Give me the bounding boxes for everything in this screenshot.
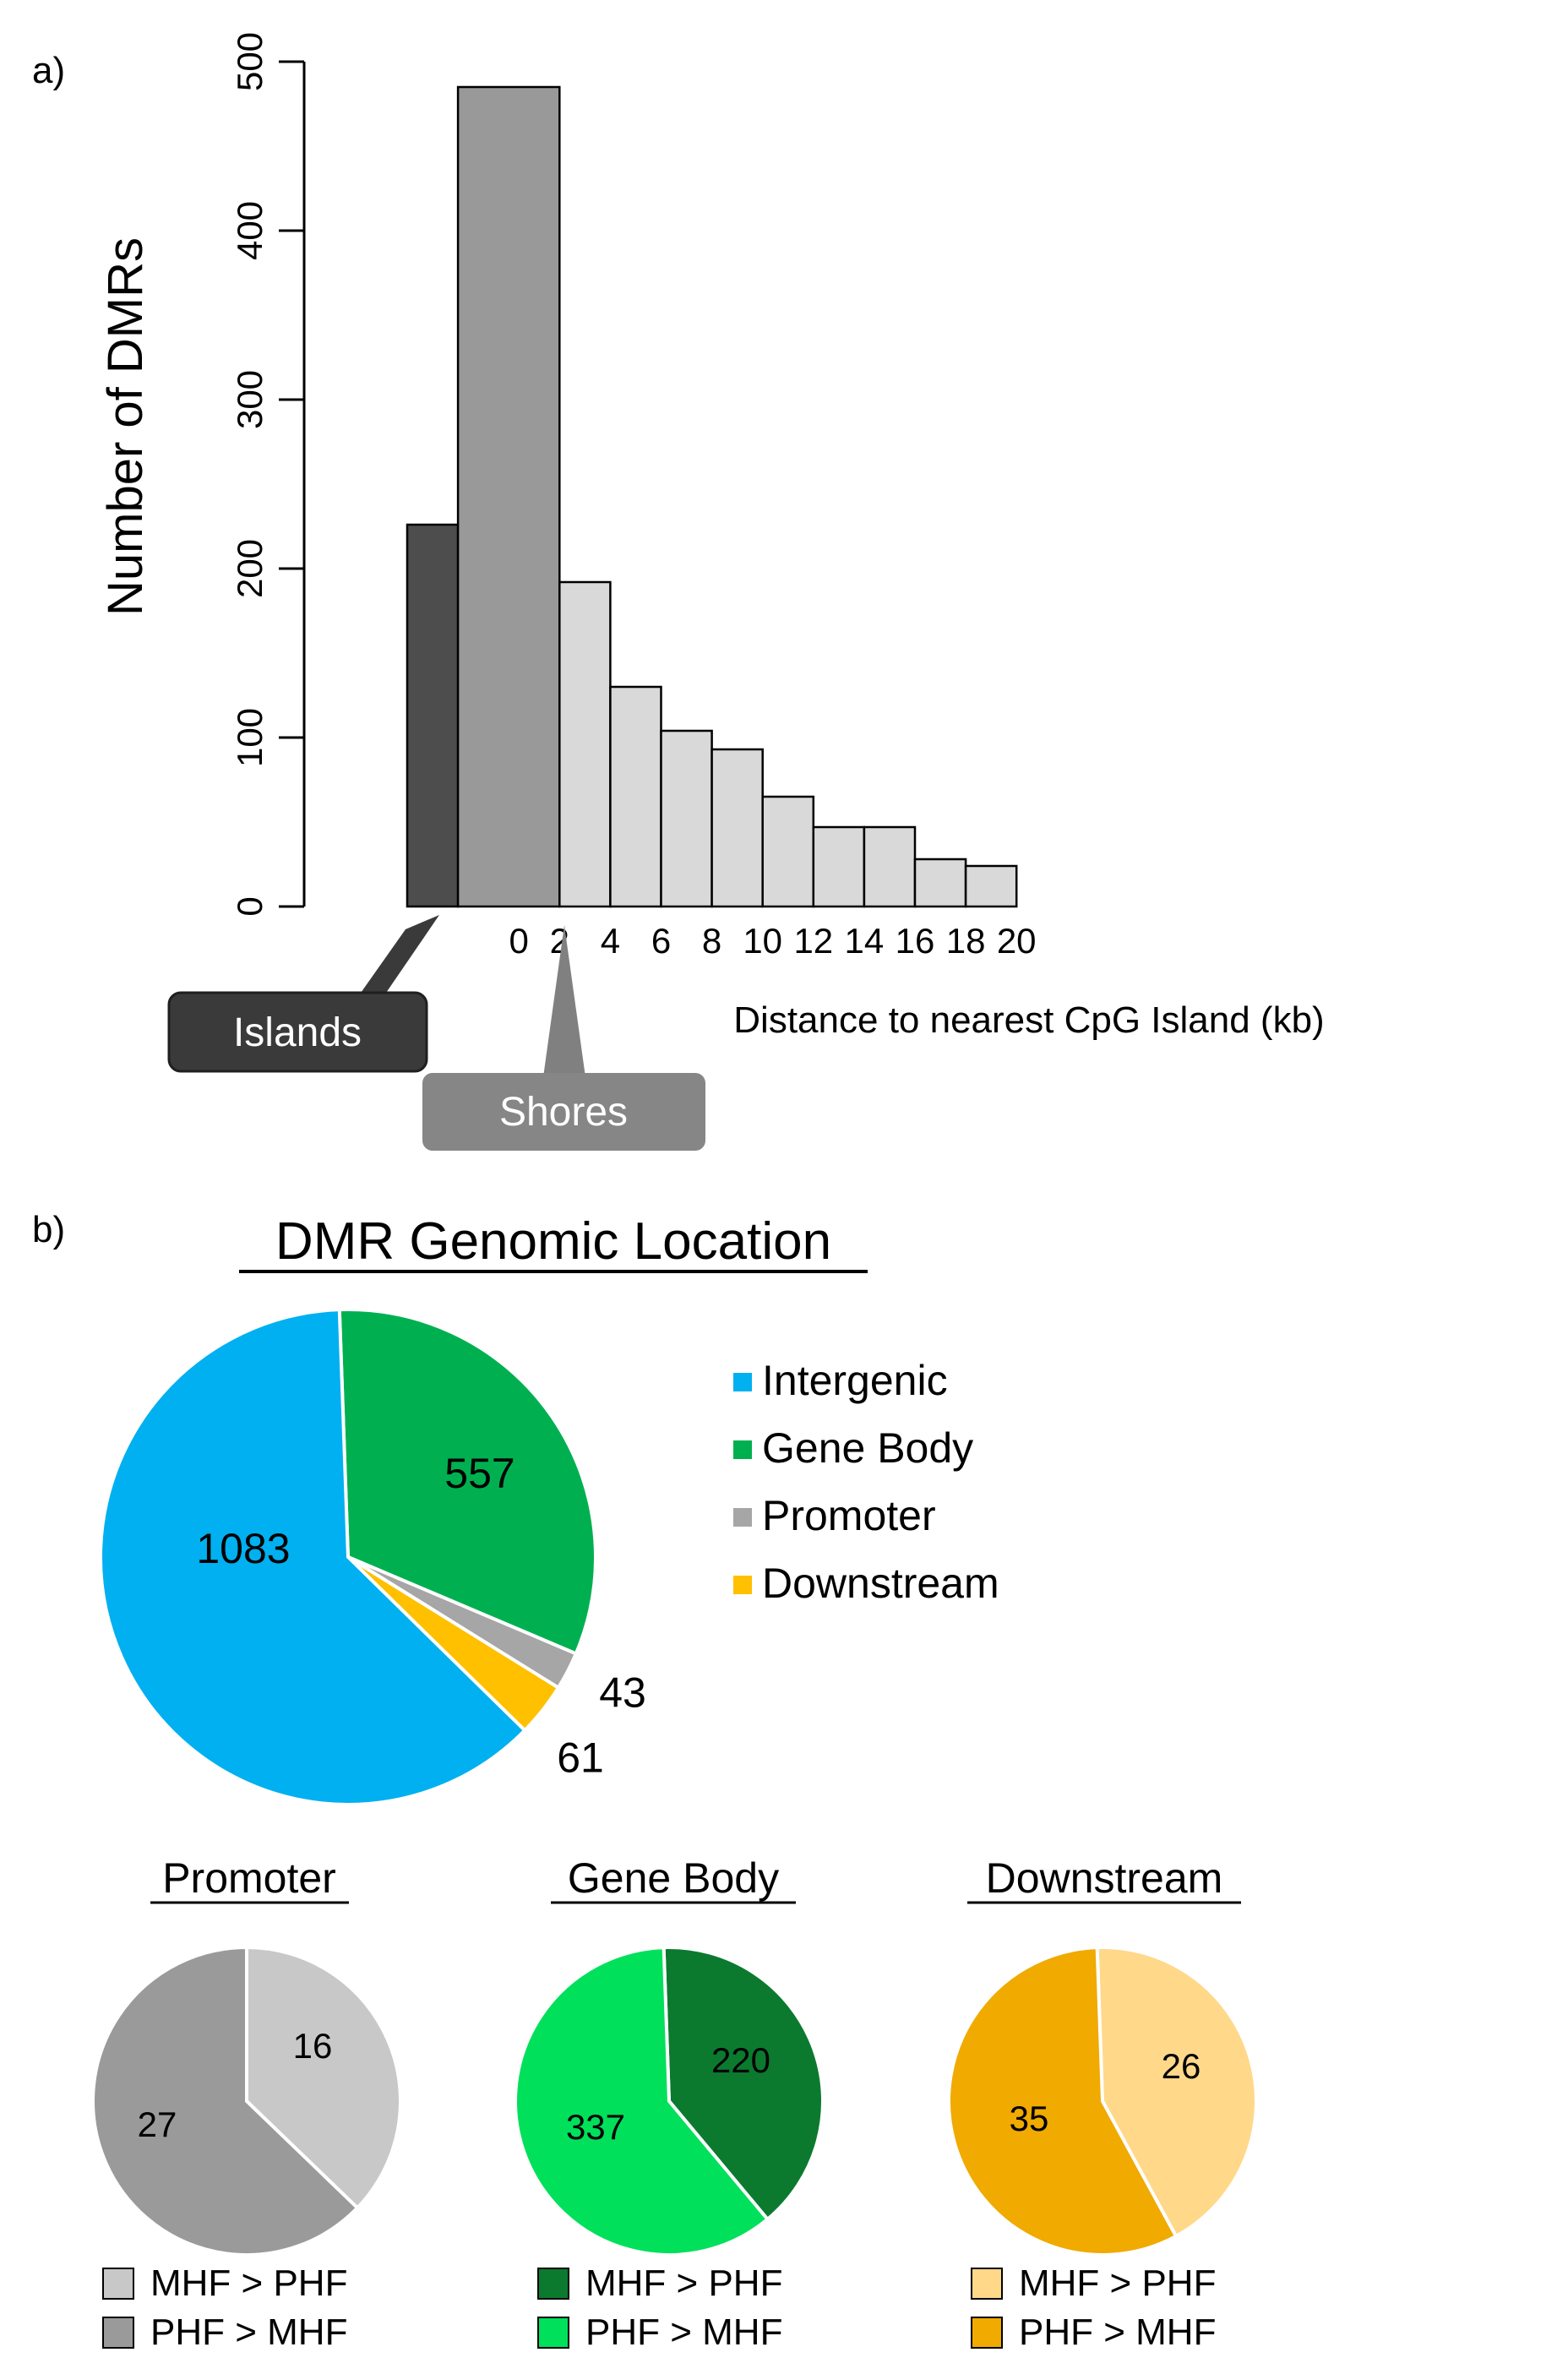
main-pie: 557 43 61 1083	[99, 1308, 646, 1806]
panel-label-a: a)	[32, 50, 65, 91]
y-tick-label: 200	[230, 539, 270, 598]
downstream-pie-value-label: 26	[1162, 2046, 1201, 2086]
histogram-bar-other	[913, 858, 967, 908]
downstream-legend-swatch-mhf	[971, 2268, 1003, 2300]
panel-b-pies: b) DMR Genomic Location 557 43 61 1083 Inte…	[32, 1209, 1258, 2353]
shores-callout-label: Shores	[499, 1090, 628, 1135]
x-tick-label: 4	[601, 921, 620, 961]
main-pie-title: DMR Genomic Location	[275, 1212, 831, 1271]
y-axis-title: Number of DMRs	[98, 237, 153, 616]
downstream-pie: 26 35	[947, 1946, 1258, 2257]
gene-body-pie-value-label: 220	[711, 2040, 770, 2080]
histogram-bar-shores	[456, 85, 561, 908]
histogram-bar-other	[660, 729, 713, 908]
promoter-pie-value-label: 27	[138, 2104, 177, 2144]
legend-label-gene-body: Gene Body	[762, 1424, 973, 1472]
downstream-pie-title: Downstream	[986, 1854, 1223, 1902]
histogram-bar-other	[964, 864, 1018, 908]
x-tick-label: 14	[845, 921, 885, 961]
gene-body-legend-swatch-mhf	[537, 2268, 569, 2300]
y-tick-label: 400	[230, 201, 270, 260]
main-pie-value-label: 61	[557, 1734, 604, 1782]
x-tick-label: 18	[946, 921, 986, 961]
histogram-bar-other	[609, 685, 662, 908]
main-pie-value-label: 43	[599, 1669, 646, 1717]
x-tick-label: 16	[896, 921, 935, 961]
histogram-bar-other	[761, 795, 815, 908]
main-pie-value-label: 1083	[196, 1525, 290, 1572]
shores-callout: Shores	[422, 925, 705, 1151]
gene-body-pie-value-label: 337	[566, 2107, 625, 2147]
promoter-legend-swatch-mhf	[102, 2268, 134, 2300]
x-tick-label: 6	[651, 921, 671, 961]
downstream-legend: MHF > PHF PHF > MHF	[971, 2262, 1216, 2353]
x-tick-label: 8	[702, 921, 721, 961]
gene-body-pie-slice-mhf-phf	[662, 1946, 825, 2222]
gene-body-legend-swatch-phf	[537, 2317, 569, 2349]
gene-body-legend: MHF > PHF PHF > MHF	[537, 2262, 782, 2353]
gene-body-legend-label-phf: PHF > MHF	[585, 2311, 782, 2353]
y-tick-label: 300	[230, 370, 270, 429]
legend-swatch-promoter	[733, 1508, 752, 1527]
x-axis-title: Distance to nearest CpG Island (kb)	[733, 999, 1324, 1041]
histogram-bar-islands	[406, 523, 460, 908]
promoter-pie-title: Promoter	[162, 1854, 336, 1902]
panel-label-b: b)	[32, 1209, 65, 1250]
islands-callout-label: Islands	[233, 1010, 362, 1055]
legend-swatch-downstream	[733, 1576, 752, 1594]
x-tick-label: 0	[509, 921, 529, 961]
gene-body-pie-title: Gene Body	[568, 1854, 779, 1902]
legend-swatch-intergenic	[733, 1373, 752, 1391]
legend-label-promoter: Promoter	[762, 1492, 936, 1539]
x-tick-label: 20	[997, 921, 1037, 961]
y-tick-label: 100	[230, 708, 270, 767]
legend-swatch-gene-body	[733, 1440, 752, 1459]
gene-body-pie: 220 337	[514, 1946, 825, 2257]
downstream-pie-value-label: 35	[1010, 2099, 1049, 2138]
histogram-bar-other	[558, 580, 612, 908]
x-tick-label: 10	[743, 921, 782, 961]
x-tick-label: 12	[793, 921, 833, 961]
gene-body-legend-label-mhf: MHF > PHF	[585, 2262, 782, 2304]
main-legend: Intergenic Gene Body Promoter Downstream	[733, 1357, 999, 1607]
downstream-pie-slice-phf-mhf	[947, 1946, 1179, 2257]
promoter-legend-label-mhf: MHF > PHF	[150, 2262, 347, 2304]
promoter-pie-slice-mhf-phf	[245, 1945, 402, 2211]
y-tick-label: 500	[230, 32, 270, 91]
main-pie-value-label: 557	[444, 1450, 514, 1497]
downstream-legend-swatch-phf	[971, 2317, 1003, 2349]
legend-label-intergenic: Intergenic	[762, 1357, 948, 1404]
promoter-legend: MHF > PHF PHF > MHF	[102, 2262, 347, 2353]
histogram-bar-other	[863, 825, 917, 908]
main-pie-slice-gene-body	[337, 1308, 597, 1657]
histogram-bar-other	[812, 825, 866, 908]
downstream-legend-label-mhf: MHF > PHF	[1019, 2262, 1216, 2304]
promoter-legend-label-phf: PHF > MHF	[150, 2311, 347, 2353]
histogram-bar-other	[710, 748, 764, 908]
y-tick-label: 0	[230, 896, 270, 916]
islands-callout: Islands	[167, 915, 439, 1073]
gene-body-pie-slice-phf-mhf	[514, 1946, 770, 2257]
legend-label-downstream: Downstream	[762, 1560, 999, 1607]
promoter-pie-slice-phf-mhf	[91, 1945, 360, 2257]
main-pie-slice-intergenic	[99, 1308, 528, 1806]
downstream-legend-label-phf: PHF > MHF	[1019, 2311, 1216, 2353]
promoter-legend-swatch-phf	[102, 2317, 134, 2349]
promoter-pie-value-label: 16	[293, 2026, 333, 2066]
